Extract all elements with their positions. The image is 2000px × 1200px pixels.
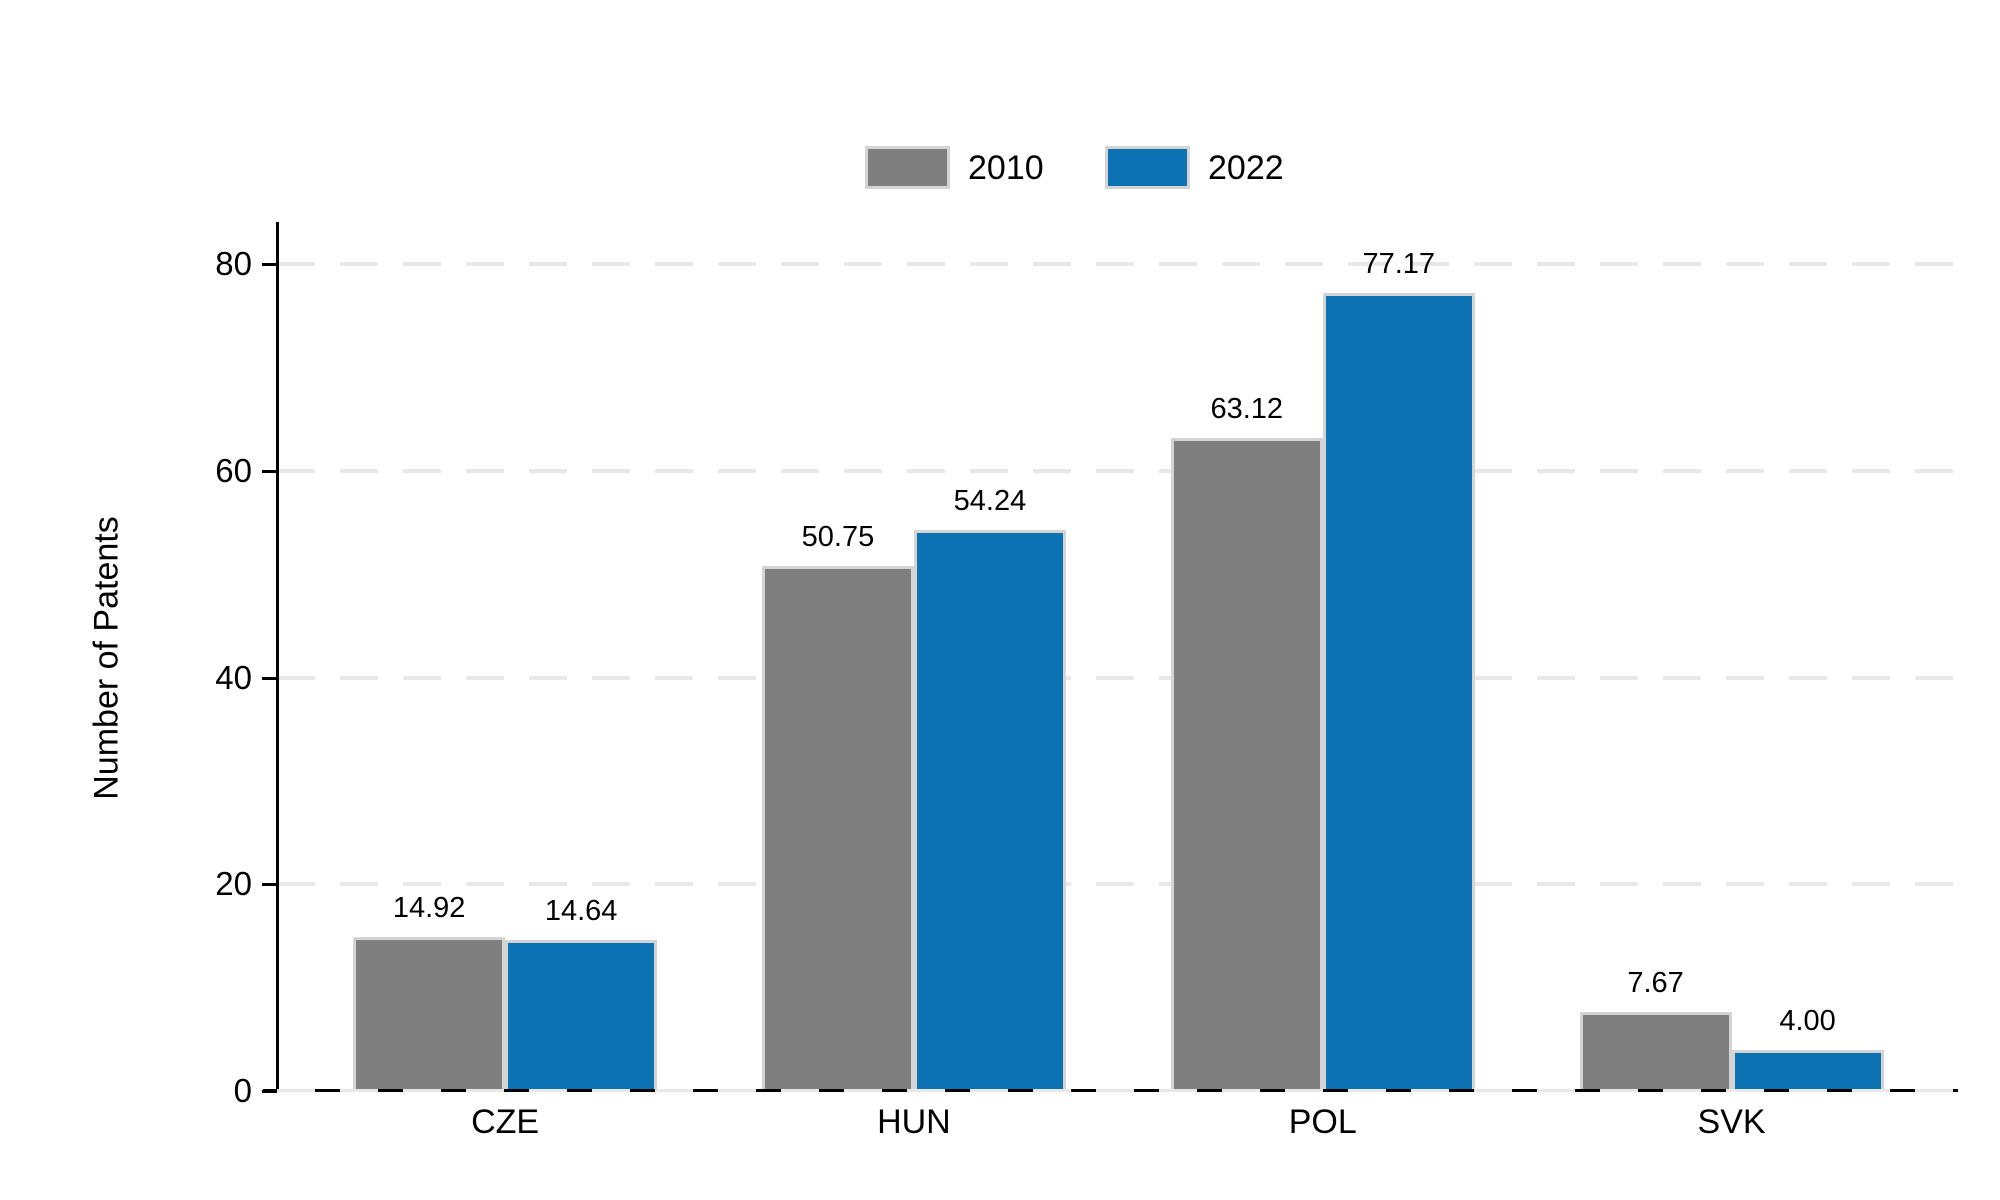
y-tick-mark-20	[262, 883, 277, 887]
y-tick-mark-80	[262, 263, 277, 266]
legend-swatch-2022	[1105, 146, 1190, 189]
bar-cze-2022	[505, 939, 658, 1091]
y-tick-label-40: 40	[215, 658, 252, 696]
gridline-60	[277, 468, 1958, 473]
legend-swatch-2010	[865, 146, 950, 189]
legend-label-2010: 2010	[968, 149, 1044, 187]
bar-svk-2010	[1579, 1011, 1732, 1091]
bar-pol-2022	[1322, 293, 1475, 1091]
value-label-pol-2010: 63.12	[1210, 393, 1284, 426]
value-label-pol-2022: 77.17	[1362, 248, 1436, 281]
x-category-label-svk: SVK	[1697, 1103, 1766, 1141]
y-axis-line	[276, 222, 279, 1092]
zero-gridline-overlay	[277, 1089, 1958, 1092]
x-category-label-hun: HUN	[877, 1103, 951, 1141]
bar-hun-2010	[761, 566, 914, 1091]
gridline-20	[277, 882, 1958, 887]
value-label-hun-2010: 50.75	[801, 521, 875, 554]
value-label-cze-2022: 14.64	[544, 894, 618, 927]
y-tick-label-0: 0	[233, 1072, 252, 1109]
y-tick-mark-60	[262, 469, 277, 473]
y-tick-label-80: 80	[215, 245, 252, 282]
gridline-40	[277, 675, 1958, 680]
bar-svk-2022	[1731, 1049, 1884, 1091]
y-tick-label-20: 20	[215, 865, 252, 903]
gridline-80	[277, 262, 1958, 266]
bar-pol-2010	[1170, 438, 1323, 1091]
value-label-svk-2010: 7.67	[1627, 966, 1684, 999]
y-tick-mark-40	[262, 676, 277, 680]
value-label-hun-2022: 54.24	[953, 485, 1027, 518]
value-label-svk-2022: 4.00	[1779, 1004, 1836, 1037]
x-category-label-cze: CZE	[471, 1103, 540, 1141]
bar-cze-2010	[353, 936, 506, 1091]
bar-hun-2022	[913, 530, 1066, 1091]
legend-label-2022: 2022	[1208, 149, 1284, 187]
value-label-cze-2010: 14.92	[392, 891, 466, 924]
y-tick-label-60: 60	[215, 451, 252, 489]
x-category-label-pol: POL	[1288, 1103, 1357, 1141]
